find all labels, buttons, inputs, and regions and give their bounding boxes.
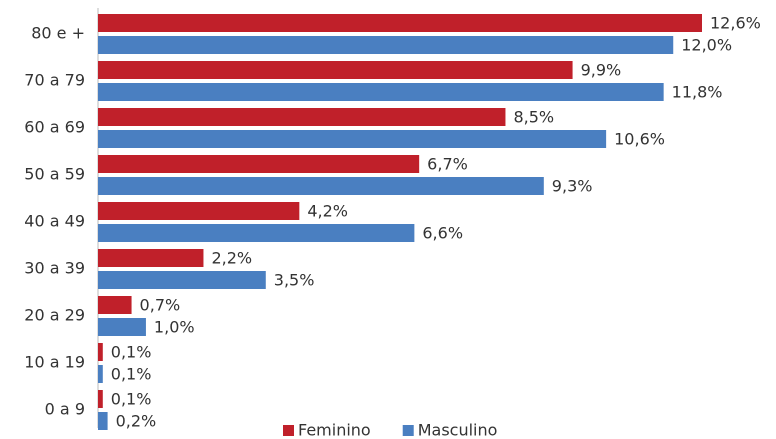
bar: [98, 296, 132, 314]
value-label: 0,7%: [140, 296, 181, 315]
value-label: 9,3%: [552, 177, 593, 196]
bar: [98, 155, 420, 173]
bar: [98, 61, 573, 79]
bar: [98, 318, 146, 336]
bar: [98, 83, 664, 101]
bar: [98, 224, 415, 242]
value-label: 0,1%: [111, 390, 152, 409]
value-label: 8,5%: [513, 108, 554, 127]
value-label: 4,2%: [307, 202, 348, 221]
value-label: 0,2%: [116, 412, 157, 431]
value-label: 0,1%: [111, 343, 152, 362]
y-tick-label: 20 a 29: [24, 306, 85, 325]
value-label: 6,7%: [427, 155, 468, 174]
value-label: 3,5%: [274, 271, 315, 290]
legend-swatch: [283, 425, 294, 436]
bar: [98, 130, 607, 148]
bar: [98, 202, 300, 220]
bar: [98, 343, 103, 361]
bar: [98, 412, 108, 430]
value-label: 12,0%: [681, 36, 732, 55]
bar: [98, 390, 103, 408]
value-label: 2,2%: [211, 249, 252, 268]
y-tick-label: 80 e +: [31, 24, 85, 43]
bar: [98, 14, 702, 32]
y-tick-label: 60 a 69: [24, 118, 85, 137]
bar: [98, 108, 506, 126]
value-label: 6,6%: [422, 224, 463, 243]
y-tick-label: 50 a 59: [24, 165, 85, 184]
value-label: 9,9%: [581, 61, 622, 80]
legend-label: Feminino: [298, 421, 371, 439]
y-tick-label: 30 a 39: [24, 259, 85, 278]
value-label: 11,8%: [672, 83, 723, 102]
value-label: 12,6%: [710, 14, 761, 33]
value-label: 10,6%: [614, 130, 665, 149]
bar: [98, 177, 544, 195]
y-tick-label: 10 a 19: [24, 353, 85, 372]
y-tick-label: 0 a 9: [45, 400, 85, 419]
bar: [98, 36, 674, 54]
value-label: 0,1%: [111, 365, 152, 384]
bar: [98, 365, 103, 383]
bar: [98, 271, 266, 289]
value-label: 1,0%: [154, 318, 195, 337]
y-tick-label: 70 a 79: [24, 71, 85, 90]
legend-swatch: [402, 425, 414, 436]
bar: [98, 249, 204, 267]
y-tick-label: 40 a 49: [24, 212, 85, 231]
legend-label: Masculino: [418, 421, 498, 439]
